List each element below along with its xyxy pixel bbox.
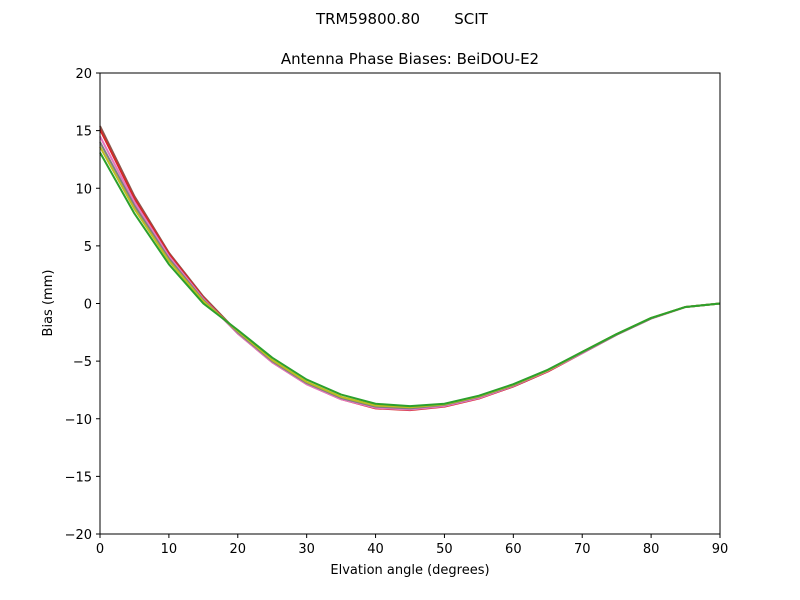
x-tick-label: 0: [96, 542, 104, 557]
x-tick-label: 90: [712, 542, 729, 557]
y-tick-label: 10: [75, 182, 92, 197]
y-tick-label: 20: [75, 67, 92, 82]
y-tick-label: −5: [73, 355, 92, 370]
y-tick-label: −20: [65, 528, 92, 543]
series-group: [99, 125, 721, 412]
x-axis: 0 10 20 30 40 50 60 70 80 90: [96, 534, 728, 557]
y-tick-label: −15: [65, 470, 92, 485]
suptitle-radome: SCIT: [454, 10, 488, 28]
y-tick-label: 0: [84, 298, 92, 313]
chart-title: Antenna Phase Biases: BeiDOU-E2: [281, 50, 539, 68]
series-line-3: [99, 135, 721, 411]
series-line-6: [99, 152, 721, 408]
x-tick-label: 50: [436, 542, 453, 557]
x-tick-label: 20: [230, 542, 247, 557]
series-line-1: [99, 125, 721, 411]
plot-frame: [99, 72, 721, 535]
x-axis-label: Elvation angle (degrees): [330, 563, 489, 578]
x-tick-label: 60: [505, 542, 522, 557]
x-tick-label: 40: [367, 542, 384, 557]
series-line-4: [99, 141, 721, 410]
y-axis: −20 −15 −10 −5 0 5 10 15 20: [65, 67, 100, 543]
series-line-5: [99, 146, 721, 409]
y-axis-label: Bias (mm): [41, 270, 56, 337]
y-tick-label: 5: [84, 240, 92, 255]
x-tick-label: 30: [298, 542, 315, 557]
x-tick-label: 70: [574, 542, 591, 557]
x-tick-label: 80: [643, 542, 660, 557]
y-tick-label: −10: [65, 413, 92, 428]
x-tick-label: 10: [161, 542, 178, 557]
suptitle-antenna: TRM59800.80: [315, 10, 420, 28]
series-line-2: [99, 129, 721, 412]
y-tick-label: 15: [75, 125, 92, 140]
